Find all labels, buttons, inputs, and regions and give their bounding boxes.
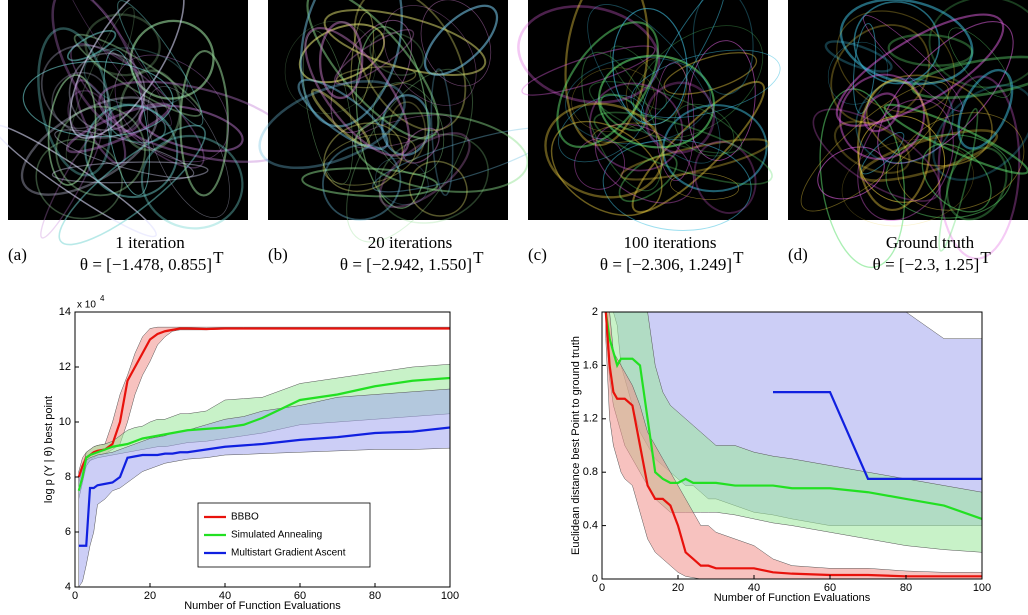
panel-theta: θ = [−1.478, 0.855] (80, 255, 212, 274)
x-axis-label: Number of Function Evaluations (714, 592, 871, 604)
y-tick-label: 2 (592, 306, 598, 318)
y-tick-label: 0 (592, 573, 598, 585)
panel-title: 20 iterations (368, 233, 453, 252)
x-tick-label: 80 (900, 582, 912, 594)
x-tick-label: 0 (72, 590, 78, 602)
y-axis-label: Euclidean distance best Point to ground … (570, 336, 582, 555)
panel-image (785, 0, 1028, 272)
y-tick-label: 6 (65, 526, 71, 538)
axis-multiplier: x 10 (77, 300, 96, 311)
panel-title: Ground truth (886, 233, 975, 252)
panel-label: (d) (788, 245, 808, 264)
panel-theta-sup: T (213, 248, 224, 267)
x-tick-label: 80 (369, 590, 381, 602)
y-tick-label: 14 (59, 306, 71, 318)
legend-label: Simulated Annealing (231, 530, 322, 541)
y-tick-label: 1.6 (583, 359, 598, 371)
legend-label: Multistart Gradient Ascent (231, 548, 346, 559)
panel-theta-sup: T (473, 248, 484, 267)
y-tick-label: 4 (65, 581, 71, 593)
y-tick-label: 0.4 (583, 520, 598, 532)
panel-title: 100 iterations (623, 233, 716, 252)
panel-theta: θ = [−2.3, 1.25] (873, 255, 980, 274)
y-tick-label: 10 (59, 416, 71, 428)
panel-theta: θ = [−2.306, 1.249] (600, 255, 732, 274)
panel-theta-sup: T (980, 248, 991, 267)
panel-label: (a) (8, 245, 27, 264)
y-tick-label: 0.8 (583, 466, 598, 478)
panel-image (0, 0, 300, 261)
x-axis-label: Number of Function Evaluations (184, 600, 341, 612)
figure: (a)1 iterationθ = [−1.478, 0.855]T(b)20 … (0, 0, 1028, 615)
legend-label: BBBO (231, 512, 259, 523)
panel-theta: θ = [−2.942, 1.550] (340, 255, 472, 274)
panel-theta-sup: T (733, 248, 744, 267)
y-tick-label: 8 (65, 471, 71, 483)
panel-image (248, 0, 559, 262)
panel-label: (c) (528, 245, 547, 264)
axis-multiplier-exp: 4 (100, 294, 105, 303)
y-axis-label: log p (Y | θ) best point (43, 396, 55, 503)
x-tick-label: 100 (441, 590, 459, 602)
x-tick-label: 20 (672, 582, 684, 594)
panel-image (510, 0, 786, 236)
y-tick-label: 1.2 (583, 413, 598, 425)
page: (a)1 iterationθ = [−1.478, 0.855]T(b)20 … (0, 0, 1028, 615)
x-tick-label: 20 (144, 590, 156, 602)
x-tick-label: 100 (973, 582, 991, 594)
panel-label: (b) (268, 245, 288, 264)
y-tick-label: 12 (59, 361, 71, 373)
x-tick-label: 0 (599, 582, 605, 594)
panel-title: 1 iteration (115, 233, 185, 252)
